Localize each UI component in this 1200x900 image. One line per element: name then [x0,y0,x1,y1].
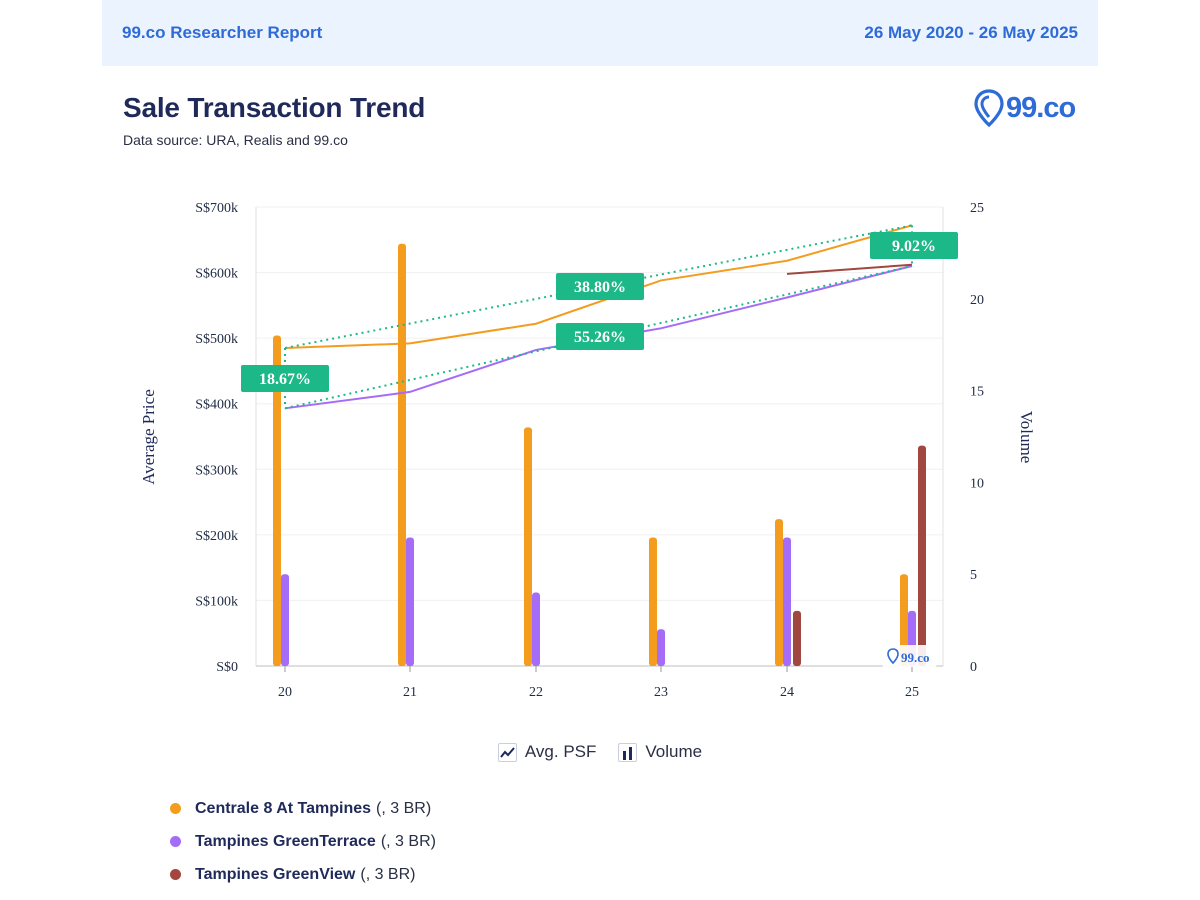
volume-bar [900,574,908,666]
x-tick-label: 22 [529,685,543,700]
volume-bar [657,629,665,666]
y-left-tick-label: S$100k [195,594,238,609]
y-left-tick-label: S$400k [195,398,238,413]
trend-line [284,265,913,410]
brand-logo: 99.co [974,89,1076,127]
y-right-tick-label: 10 [970,476,984,491]
volume-bar [918,445,926,666]
x-tick-label: 20 [278,685,292,700]
volume-bar [524,427,532,666]
location-pin-icon [974,89,1004,127]
change-badge-label: 9.02% [892,238,936,255]
legend-volume-label: Volume [645,742,703,761]
x-tick-label: 25 [905,685,919,700]
volume-bar [281,574,289,666]
volume-bar [532,592,540,666]
report-date-range: 26 May 2020 - 26 May 2025 [864,23,1078,42]
y-left-tick-label: S$700k [195,201,238,216]
change-badge [556,323,644,350]
volume-bar [649,537,657,666]
legend-volume[interactable]: Volume [618,742,702,762]
watermark-pin-icon [887,648,899,665]
y-left-tick-label: S$500k [195,332,238,347]
y-right-axis-title: Volume [1017,411,1036,464]
y-left-tick-label: S$0 [216,660,238,675]
legend-series-name: Centrale 8 At Tampines [195,799,372,817]
legend-series-0[interactable]: Centrale 8 At Tampines (, 3 BR) [170,792,436,825]
x-tick-label: 21 [403,685,417,700]
legend-series-1[interactable]: Tampines GreenTerrace (, 3 BR) [170,825,436,858]
chart-type-legend: Avg. PSF Volume [0,742,1200,762]
legend-series-name: Tampines GreenView [195,865,356,883]
legend-series-suffix: (, 3 BR) [380,832,436,850]
volume-bar [398,243,406,666]
report-title: 99.co Researcher Report [122,23,323,42]
y-left-tick-label: S$600k [195,267,238,282]
legend-avg-psf[interactable]: Avg. PSF [497,742,597,762]
page-title: Sale Transaction Trend [123,92,426,123]
legend-dot [170,803,181,814]
y-right-tick-label: 20 [970,293,984,308]
x-tick-label: 24 [780,685,794,700]
x-tick-label: 23 [654,685,668,700]
change-badge-label: 38.80% [574,279,626,296]
volume-bar [793,610,801,666]
price-line [284,224,913,349]
brand-logo-text: 99.co [1006,91,1076,124]
change-badge-label: 55.26% [574,329,626,346]
legend-dot [170,836,181,847]
legend-series-suffix: (, 3 BR) [376,799,432,817]
bar-chart-icon [618,742,638,762]
y-right-tick-label: 5 [970,568,977,583]
legend-series-name: Tampines GreenTerrace [195,832,376,850]
y-right-tick-label: 25 [970,201,984,216]
y-left-axis-title: Average Price [139,389,158,485]
volume-bar [775,519,783,666]
legend-series-suffix: (, 3 BR) [360,865,416,883]
y-right-tick-label: 15 [970,385,984,400]
line-chart-icon [497,742,517,762]
legend-series-2[interactable]: Tampines GreenView (, 3 BR) [170,858,436,891]
series-legend: Centrale 8 At Tampines (, 3 BR) Tampines… [170,792,436,891]
volume-bar [783,537,791,666]
price-line [786,263,913,275]
report-header-bar: 99.co Researcher Report 26 May 2020 - 26… [102,0,1098,66]
volume-bar [273,335,281,666]
change-badge-label: 18.67% [259,371,311,388]
volume-bar [406,537,414,666]
change-badge [556,273,644,300]
legend-dot [170,869,181,880]
legend-avg-psf-label: Avg. PSF [524,742,597,761]
y-left-tick-label: S$300k [195,463,238,478]
watermark-text: 99.co [901,650,930,665]
change-badge [241,365,329,392]
title-block: Sale Transaction Trend Data source: URA,… [123,92,425,148]
change-badge [870,232,958,259]
data-source-subtitle: Data source: URA, Realis and 99.co [123,132,348,148]
y-right-tick-label: 0 [970,660,977,675]
y-left-tick-label: S$200k [195,529,238,544]
